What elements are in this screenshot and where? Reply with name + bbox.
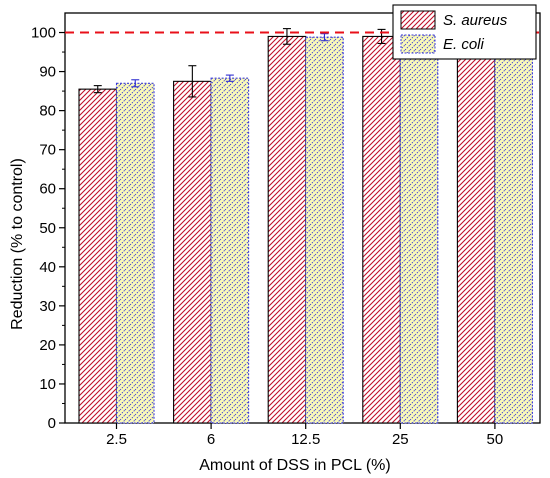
x-tick-label: 12.5 — [291, 431, 320, 448]
y-tick-label: 50 — [39, 220, 56, 237]
x-tick-label: 2.5 — [106, 431, 127, 448]
legend-swatch — [400, 34, 436, 54]
y-tick-label: 90 — [39, 64, 56, 81]
bar-e-coli-12.5 — [305, 36, 344, 424]
y-tick-label: 20 — [39, 337, 56, 354]
legend-label: E. coli — [443, 36, 485, 53]
y-tick-label: 100 — [31, 25, 56, 42]
bar-e-coli-2.5 — [115, 82, 155, 424]
bar-s-aureus-6 — [173, 80, 212, 424]
bar-e-coli-50 — [494, 35, 533, 424]
y-axis-title: Reduction (% to control) — [9, 158, 26, 330]
bar-s-aureus-25 — [362, 35, 401, 424]
y-tick-label: 70 — [39, 142, 56, 159]
y-tick-label: 30 — [39, 298, 56, 315]
legend-label: S. aureus — [443, 12, 508, 29]
bar-s-aureus-50 — [456, 35, 496, 424]
x-axis-title: Amount of DSS in PCL (%) — [199, 457, 390, 474]
bar-s-aureus-12.5 — [267, 35, 307, 424]
bar-e-coli-25 — [399, 36, 439, 424]
bar-s-aureus-2.5 — [78, 88, 118, 424]
y-tick-label: 10 — [39, 376, 56, 393]
x-tick-label: 25 — [392, 431, 409, 448]
legend-swatch — [400, 10, 436, 30]
y-tick-label: 60 — [39, 181, 56, 198]
y-tick-label: 0 — [48, 415, 56, 432]
x-tick-label: 50 — [487, 431, 504, 448]
y-tick-label: 80 — [39, 103, 56, 120]
y-tick-label: 40 — [39, 259, 56, 276]
bar-e-coli-6 — [210, 77, 250, 424]
x-tick-label: 6 — [207, 431, 215, 448]
